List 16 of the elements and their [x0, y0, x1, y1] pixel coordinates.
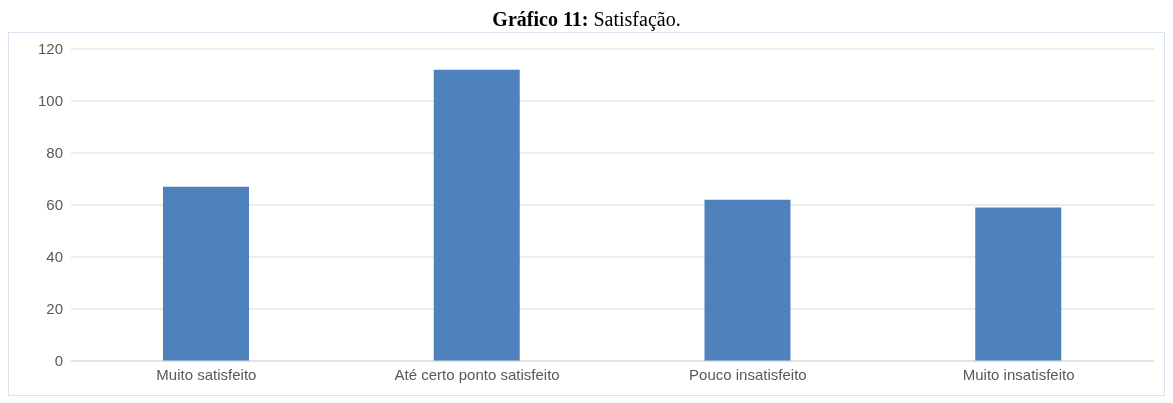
y-tick-label: 120 — [37, 40, 63, 58]
y-tick-label: 80 — [46, 144, 63, 162]
bar — [433, 69, 520, 361]
x-tick-label: Pouco insatisfeito — [689, 365, 807, 383]
bar — [975, 207, 1062, 361]
y-tick-label: 0 — [54, 352, 63, 370]
bar — [163, 186, 249, 361]
x-tick-label: Muito insatisfeito — [962, 365, 1075, 383]
y-tick-label: 100 — [37, 92, 63, 110]
x-tick-label: Até certo ponto satisfeito — [394, 365, 560, 383]
y-tick-label: 40 — [46, 248, 63, 266]
chart-title: Gráfico 11: Satisfação. — [491, 8, 682, 32]
y-tick-label: 60 — [46, 196, 63, 214]
x-tick-label: Muito satisfeito — [156, 365, 257, 383]
y-tick-label: 20 — [46, 300, 63, 318]
bar — [704, 199, 791, 361]
